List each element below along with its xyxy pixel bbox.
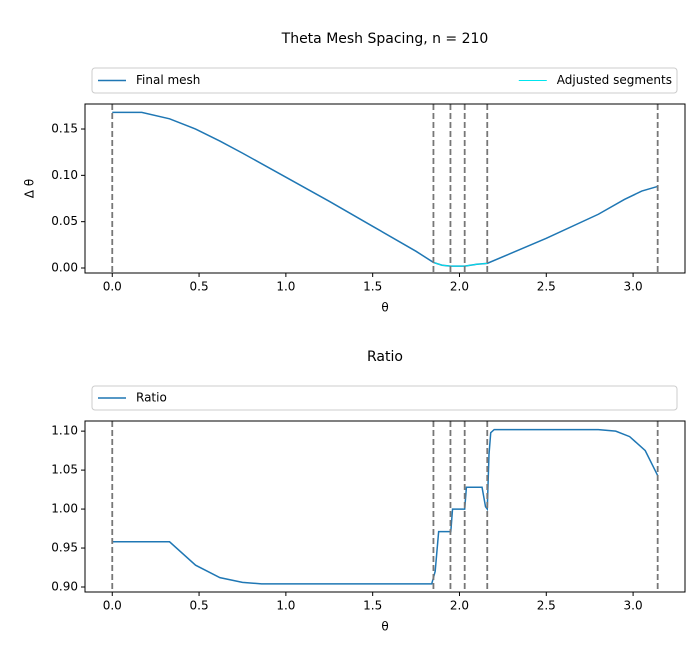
plot-area (111, 104, 659, 273)
y-tick-label: 1.05 (51, 463, 78, 477)
chart-title: Theta Mesh Spacing, n = 210 (281, 31, 489, 47)
x-tick-label: 2.5 (537, 280, 556, 294)
y-tick-label: 1.10 (51, 424, 78, 438)
x-tick-label: 1.5 (363, 599, 382, 613)
y-tick-label: 0.15 (51, 122, 78, 136)
x-tick-label: 2.0 (450, 599, 469, 613)
x-tick-label: 3.0 (624, 599, 643, 613)
y-tick-label: 0.95 (51, 541, 78, 555)
legend-label: Adjusted segments (557, 73, 672, 87)
x-tick-label: 1.0 (276, 599, 295, 613)
x-axis-label: θ (381, 301, 388, 315)
x-tick-label: 1.5 (363, 280, 382, 294)
line-series (112, 111, 658, 267)
x-tick-label: 1.0 (276, 280, 295, 294)
x-tick-label: 0.5 (190, 599, 209, 613)
y-axis-label: Δ θ (23, 179, 37, 198)
line-series (433, 261, 488, 267)
line-series (112, 428, 659, 585)
x-tick-label: 3.0 (624, 280, 643, 294)
x-tick-label: 0.5 (190, 280, 209, 294)
y-tick-label: 0.10 (51, 168, 78, 182)
plot-area (111, 421, 659, 592)
y-tick-label: 0.90 (51, 580, 78, 594)
legend-box (91, 67, 678, 94)
x-tick-label: 0.0 (103, 280, 122, 294)
x-axis-label: θ (381, 620, 388, 634)
x-tick-label: 0.0 (103, 599, 122, 613)
y-tick-label: 0.00 (51, 260, 78, 274)
chart-title: Ratio (367, 349, 403, 365)
axes-frame (84, 420, 686, 593)
x-tick-label: 2.5 (537, 599, 556, 613)
legend-label: Ratio (136, 391, 167, 405)
legend-box (91, 385, 678, 411)
x-tick-label: 2.0 (450, 280, 469, 294)
y-tick-label: 0.05 (51, 214, 78, 228)
axes-frame (84, 103, 686, 274)
legend-label: Final mesh (136, 73, 200, 87)
y-tick-label: 1.00 (51, 502, 78, 516)
